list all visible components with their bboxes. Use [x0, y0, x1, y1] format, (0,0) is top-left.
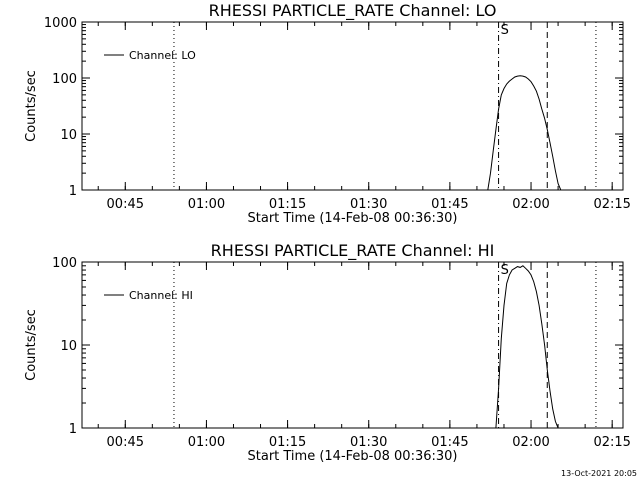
chart-title-hi: RHESSI PARTICLE_RATE Channel: HI — [211, 241, 495, 261]
x-axis-label-lo: Start Time (14-Feb-08 00:36:30) — [248, 211, 458, 226]
y-tick-label-lo: 10 — [60, 128, 77, 143]
y-tick-label-hi: 10 — [60, 339, 77, 354]
x-tick-label-lo: 01:00 — [188, 197, 225, 212]
chart-title-lo: RHESSI PARTICLE_RATE Channel: LO — [209, 1, 497, 21]
plot-frame-lo — [81, 21, 624, 191]
x-axis-label-hi: Start Time (14-Feb-08 00:36:30) — [248, 449, 458, 464]
event-marker-label-lo: S — [501, 23, 509, 38]
legend-label-hi: Channel: HI — [129, 289, 193, 302]
y-tick-label-hi: 100 — [52, 256, 77, 271]
x-tick-label-hi: 01:15 — [269, 435, 306, 450]
x-tick-label-hi: 02:00 — [512, 435, 549, 450]
x-tick-label-hi: 01:45 — [431, 435, 468, 450]
x-tick-label-lo: 02:15 — [593, 197, 630, 212]
x-tick-label-hi: 01:30 — [350, 435, 387, 450]
plot-frame-hi — [81, 261, 624, 429]
x-tick-label-lo: 01:45 — [431, 197, 468, 212]
x-tick-label-lo: 02:00 — [512, 197, 549, 212]
x-tick-label-hi: 02:15 — [593, 435, 630, 450]
y-axis-label-lo: Counts/sec — [24, 70, 39, 142]
x-tick-label-hi: 00:45 — [107, 435, 144, 450]
x-tick-label-lo: 00:45 — [107, 197, 144, 212]
x-tick-label-hi: 01:00 — [188, 435, 225, 450]
y-tick-label-hi: 1 — [69, 422, 77, 437]
legend-label-lo: Channel: LO — [129, 49, 196, 62]
series-line-hi — [495, 265, 559, 429]
y-axis-label-hi: Counts/sec — [24, 309, 39, 381]
y-tick-label-lo: 100 — [52, 72, 77, 87]
y-tick-label-lo: 1000 — [44, 16, 77, 31]
x-tick-label-lo: 01:15 — [269, 197, 306, 212]
event-marker-label-hi: S — [501, 263, 509, 278]
x-tick-label-lo: 01:30 — [350, 197, 387, 212]
series-line-lo — [487, 75, 562, 191]
y-tick-label-lo: 1 — [69, 184, 77, 199]
footer-timestamp: 13-Oct-2021 20:05 — [561, 469, 637, 478]
